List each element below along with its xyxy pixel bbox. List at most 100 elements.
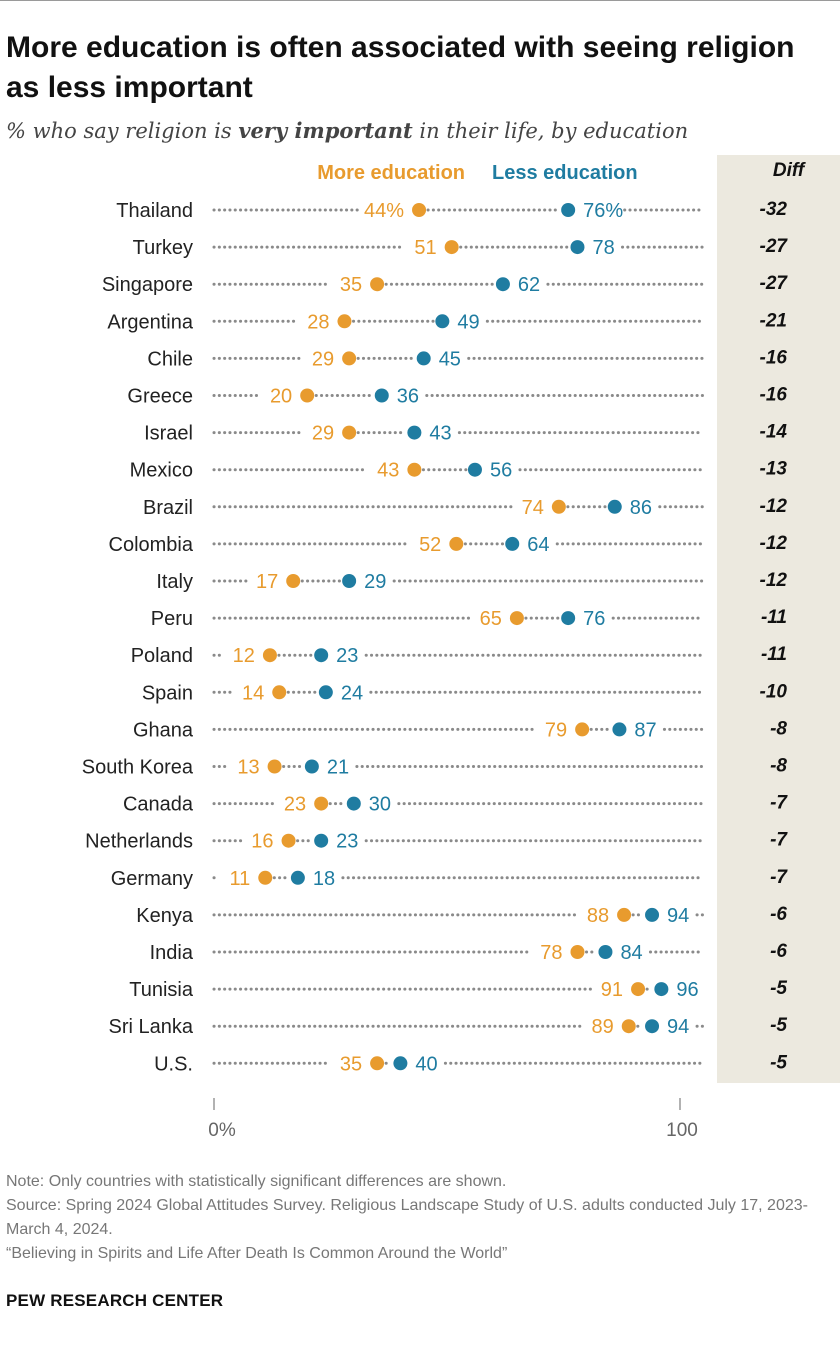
less-education-value: 76 xyxy=(583,608,605,630)
diff-value: -27 xyxy=(760,273,789,294)
less-education-value: 94 xyxy=(667,905,689,927)
less-education-value: 30 xyxy=(369,794,391,816)
less-education-value: 43 xyxy=(429,423,451,445)
country-label: Argentina xyxy=(107,311,193,333)
more-education-dot xyxy=(342,351,357,366)
less-education-dot xyxy=(435,314,450,329)
diff-value: -10 xyxy=(760,681,788,702)
less-education-value: 87 xyxy=(634,719,656,741)
axis-label-100: 100 xyxy=(666,1120,698,1141)
more-education-dot xyxy=(267,759,282,774)
subtitle-prefix: % who say religion is xyxy=(6,119,239,143)
more-education-dot xyxy=(444,240,459,255)
less-education-value: 56 xyxy=(490,460,512,482)
country-label: South Korea xyxy=(82,757,194,779)
diff-value: -32 xyxy=(760,199,788,220)
diff-value: -13 xyxy=(760,459,788,480)
diff-value: -5 xyxy=(770,1052,787,1073)
subtitle-emphasis: very important xyxy=(238,118,413,143)
less-education-dot xyxy=(393,1056,408,1071)
diff-value: -5 xyxy=(770,978,787,999)
more-education-dot xyxy=(337,314,352,329)
less-education-value: 24 xyxy=(341,682,363,704)
chart-title: More education is often associated with … xyxy=(6,31,795,104)
diff-value: -16 xyxy=(760,385,788,406)
less-education-dot xyxy=(561,611,576,626)
less-education-dot xyxy=(304,759,319,774)
country-label: Italy xyxy=(156,571,193,593)
more-education-value: 29 xyxy=(312,423,334,445)
more-education-value: 17 xyxy=(256,571,278,593)
less-education-value: 40 xyxy=(415,1053,437,1075)
more-education-dot xyxy=(617,907,632,922)
note-text: Note: Only countries with statistically … xyxy=(6,1173,507,1190)
more-education-dot xyxy=(370,277,385,292)
less-education-value: 23 xyxy=(336,831,358,853)
diff-column-background xyxy=(717,155,840,1083)
country-label: Singapore xyxy=(102,274,193,296)
diff-value: -8 xyxy=(770,718,787,739)
diff-value: -6 xyxy=(770,941,787,962)
country-label: Sri Lanka xyxy=(109,1016,194,1038)
less-education-dot xyxy=(342,574,357,588)
country-label: India xyxy=(150,942,194,964)
chart-subtitle: % who say religion is very important in … xyxy=(6,118,826,143)
country-label: Germany xyxy=(111,868,193,890)
less-education-dot xyxy=(654,982,669,997)
diff-value: -11 xyxy=(761,644,787,665)
diff-header: Diff xyxy=(773,160,806,181)
chart-notes: Note: Only countries with statistically … xyxy=(6,1170,826,1266)
country-label: Spain xyxy=(142,682,193,704)
more-education-value: 13 xyxy=(237,757,259,779)
diff-value: -16 xyxy=(760,347,788,368)
more-education-dot xyxy=(370,1056,385,1071)
less-education-dot xyxy=(290,870,305,885)
country-label: U.S. xyxy=(154,1053,193,1075)
more-education-value: 43 xyxy=(377,460,399,482)
less-education-value: 94 xyxy=(667,1016,689,1038)
country-label: Ghana xyxy=(133,719,194,741)
less-education-dot xyxy=(505,536,520,551)
less-education-dot xyxy=(314,648,329,663)
diff-value: -14 xyxy=(760,422,788,443)
legend-more-education: More education xyxy=(317,162,465,184)
less-education-value: 36 xyxy=(397,386,419,408)
less-education-dot xyxy=(561,203,576,217)
less-education-dot xyxy=(314,833,329,848)
less-education-dot xyxy=(374,388,389,403)
more-education-value: 52 xyxy=(419,534,441,556)
more-education-value: 16 xyxy=(251,831,273,853)
more-education-value: 23 xyxy=(284,794,306,816)
less-education-value: 29 xyxy=(364,571,386,593)
less-education-value: 21 xyxy=(327,757,349,779)
more-education-value: 28 xyxy=(307,311,329,333)
more-education-value: 89 xyxy=(591,1016,613,1038)
country-label: Netherlands xyxy=(85,831,193,853)
less-education-dot xyxy=(318,685,333,700)
less-education-value: 84 xyxy=(620,942,642,964)
country-label: Kenya xyxy=(136,905,194,927)
country-label: Chile xyxy=(147,348,193,370)
report-title: “Believing in Spirits and Life After Dea… xyxy=(6,1245,508,1262)
less-education-value: 64 xyxy=(527,534,549,556)
diff-value: -8 xyxy=(770,756,787,777)
more-education-value: 79 xyxy=(545,719,567,741)
diff-value: -7 xyxy=(770,830,788,851)
more-education-value: 78 xyxy=(540,942,562,964)
less-education-dot xyxy=(346,796,361,811)
diff-value: -7 xyxy=(770,793,788,814)
more-education-value: 12 xyxy=(233,645,255,667)
source-text: Source: Spring 2024 Global Attitudes Sur… xyxy=(6,1197,808,1238)
less-education-value: 49 xyxy=(457,311,479,333)
more-education-value: 20 xyxy=(270,386,292,408)
brand-logo-text: PEW RESEARCH CENTER xyxy=(6,1291,224,1310)
country-label: Greece xyxy=(127,386,193,408)
diff-value: -11 xyxy=(761,607,787,628)
country-label: Colombia xyxy=(109,534,194,556)
diff-value: -6 xyxy=(770,904,787,925)
more-education-dot xyxy=(342,425,357,440)
less-education-dot xyxy=(467,462,482,477)
less-education-dot xyxy=(495,277,510,292)
more-education-dot xyxy=(509,611,524,626)
